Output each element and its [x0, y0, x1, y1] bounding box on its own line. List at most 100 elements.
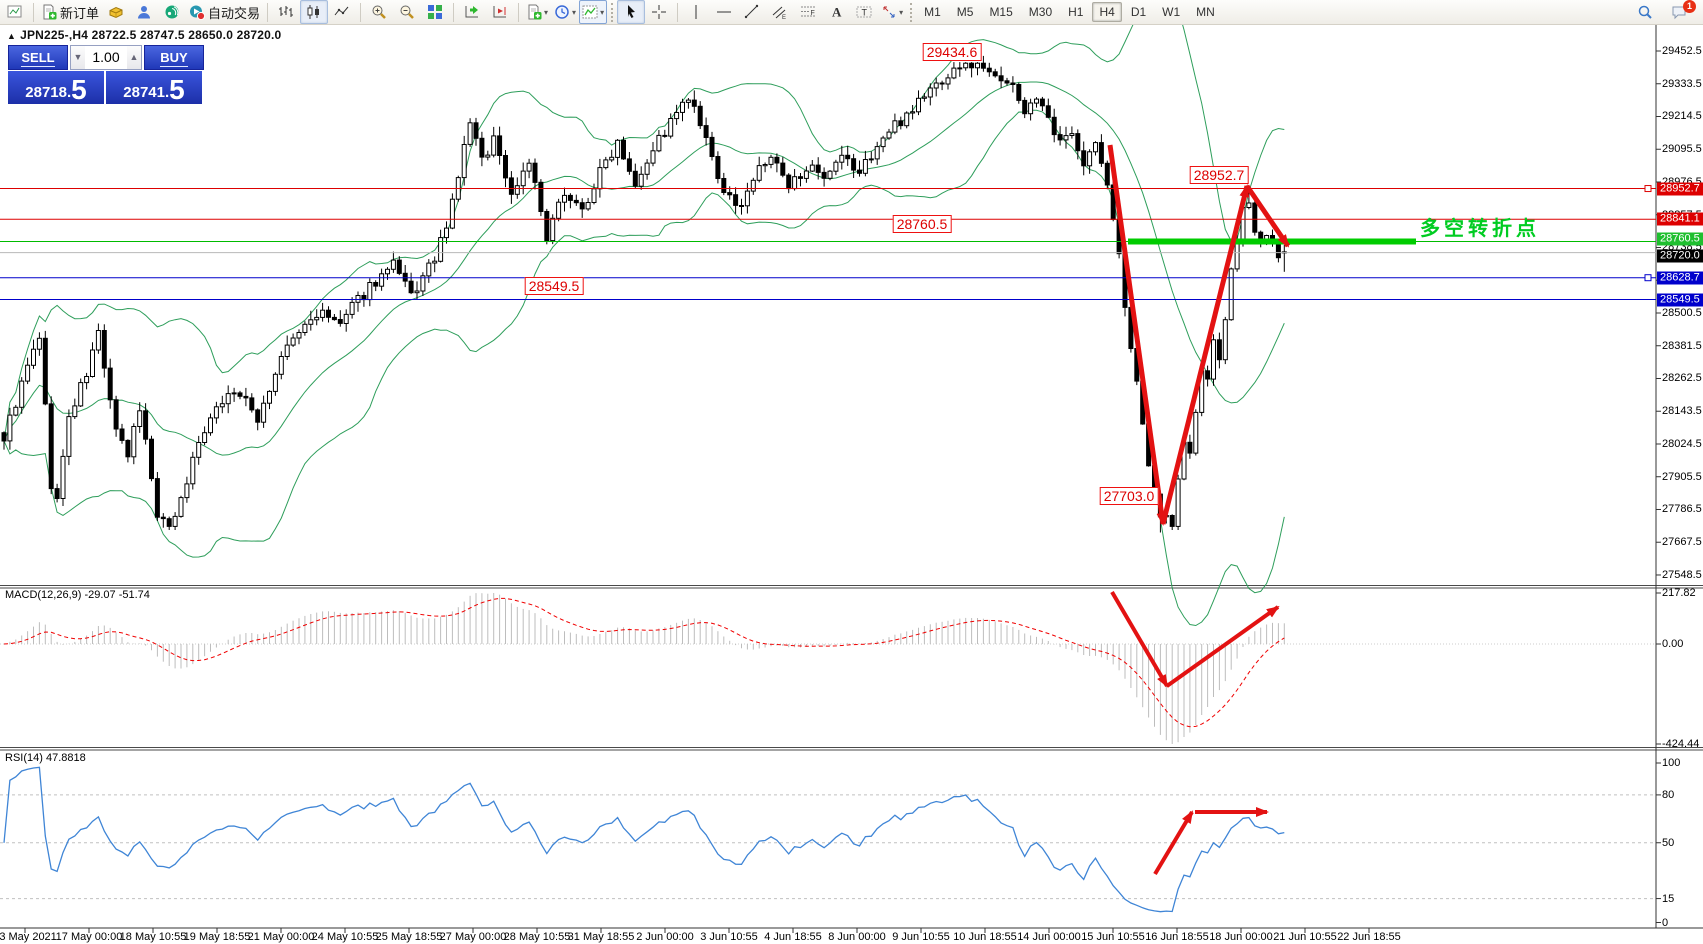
timeframe-m1-button[interactable]: M1 — [924, 5, 941, 19]
buy-price[interactable]: 28741. 5 — [106, 71, 202, 104]
price-axis-tick: 27667.5 — [1662, 536, 1702, 549]
signals-button[interactable] — [158, 0, 186, 24]
crosshair-tool-button[interactable] — [645, 0, 673, 24]
time-axis-label: 24 May 10:55 — [311, 931, 379, 943]
arrows-tool-button[interactable]: ▾ — [878, 0, 906, 24]
svg-text:A: A — [832, 5, 842, 20]
price-annotation-label[interactable]: 28549.5 — [524, 277, 584, 295]
tline-icon — [744, 4, 760, 20]
cursor-tool-button[interactable] — [617, 0, 646, 24]
timeframe-m30-button[interactable]: M30 — [1028, 5, 1053, 19]
svg-text:E: E — [782, 15, 786, 20]
chart-shift-button[interactable] — [486, 0, 514, 24]
bars-icon — [278, 4, 294, 20]
svg-text:F: F — [811, 10, 815, 17]
toolbar-separator — [910, 2, 913, 22]
chevron-down-icon: ▾ — [899, 7, 904, 17]
labelt-icon: T — [856, 4, 872, 20]
time-axis-label: 25 May 18:55 — [375, 931, 443, 943]
turning-point-annotation[interactable]: 多空转折点 — [1420, 218, 1540, 240]
time-axis-label: 8 Jun 00:00 — [828, 931, 886, 943]
toolbar-separator — [267, 2, 269, 22]
indicator-icon — [582, 4, 598, 20]
bar-chart-button[interactable] — [272, 0, 300, 24]
candles-icon — [306, 4, 322, 20]
timeframe-h4-button[interactable]: H4 — [1092, 2, 1122, 22]
vline-icon — [688, 4, 704, 20]
time-axis-label: 27 May 00:00 — [439, 931, 507, 943]
signal-icon — [164, 4, 180, 20]
text-tool-button[interactable]: A — [822, 0, 850, 24]
search-button[interactable] — [1631, 0, 1659, 24]
market-watch-button[interactable] — [1, 0, 29, 24]
docplus-icon — [526, 4, 542, 20]
notifications-button[interactable]: 1 — [1665, 0, 1696, 24]
price-annotation-label[interactable]: 28952.7 — [1189, 166, 1249, 184]
person-icon — [136, 4, 152, 20]
rsi-axis-tick: 50 — [1662, 836, 1675, 849]
toolbar-separator — [611, 2, 614, 22]
candlestick-chart-button[interactable] — [300, 0, 329, 24]
crosshair-icon — [651, 4, 667, 20]
price-axis-marker: 28549.5 — [1657, 293, 1703, 306]
price-annotation-label[interactable]: 29434.6 — [922, 43, 982, 61]
auto-trading-button[interactable]: 自动交易 — [186, 0, 263, 24]
docplus-icon — [41, 4, 57, 20]
macd-axis-tick: 217.82 — [1662, 587, 1696, 599]
timeframe-d1-button[interactable]: D1 — [1130, 5, 1147, 19]
zoom-in-button[interactable] — [365, 0, 393, 24]
zoom-out-button[interactable] — [393, 0, 421, 24]
vertical-line-tool-button[interactable] — [682, 0, 710, 24]
chevron-down-icon: ▾ — [572, 7, 577, 17]
zoomout-icon — [399, 4, 415, 20]
price-axis-marker: 28760.5 — [1657, 232, 1703, 246]
sell-button[interactable]: SELL — [8, 45, 68, 70]
price-axis-tick: 29333.5 — [1662, 77, 1702, 90]
zoomin-icon — [371, 4, 387, 20]
time-axis-label: 3 Jun 10:55 — [700, 931, 758, 943]
line-chart-button[interactable] — [328, 0, 356, 24]
equidistant-channel-tool-button[interactable]: E — [766, 0, 794, 24]
timeframe-m5-button[interactable]: M5 — [956, 5, 974, 19]
volume-increase-button[interactable]: ▲ — [127, 46, 141, 69]
price-axis-tick: 28381.5 — [1662, 339, 1702, 352]
volume-stepper[interactable]: ▼ 1.00 ▲ — [70, 45, 142, 70]
price-annotation-label[interactable]: 28760.5 — [892, 215, 952, 233]
period-menu-button[interactable]: ▾ — [551, 0, 579, 24]
history-center-button[interactable] — [102, 0, 130, 24]
volume-decrease-button[interactable]: ▼ — [71, 46, 85, 69]
fibonacci-tool-button[interactable]: F — [794, 0, 822, 24]
price-axis-tick: 27905.5 — [1662, 470, 1702, 483]
volume-value[interactable]: 1.00 — [92, 49, 120, 65]
sell-price[interactable]: 28718. 5 — [8, 71, 104, 104]
horizontal-line-tool-button[interactable] — [710, 0, 738, 24]
price-axis-marker: 28952.7 — [1657, 182, 1703, 196]
time-axis-label: 13 May 2021 — [0, 931, 57, 943]
timeframe-mn-button[interactable]: MN — [1196, 5, 1215, 19]
auto-scroll-button[interactable] — [458, 0, 486, 24]
text-label-tool-button[interactable]: T — [850, 0, 878, 24]
new-order-menu-button[interactable]: ▾ — [523, 0, 551, 24]
trade-panel-collapse-icon[interactable]: ▲ — [7, 31, 17, 41]
buy-button[interactable]: BUY — [144, 45, 204, 70]
trendline-tool-button[interactable] — [738, 0, 766, 24]
timeframe-w1-button[interactable]: W1 — [1162, 5, 1181, 19]
toolbar-separator — [677, 2, 679, 22]
new-order-button[interactable]: 新订单 — [38, 0, 102, 24]
price-annotation-label[interactable]: 27703.0 — [1099, 487, 1159, 505]
price-axis-marker: 28720.0 — [1657, 249, 1703, 263]
tile-windows-button[interactable] — [421, 0, 449, 24]
community-button[interactable] — [130, 0, 158, 24]
time-axis-label: 15 Jun 10:55 — [1081, 931, 1145, 943]
rsi-axis-tick: 15 — [1662, 892, 1675, 905]
svg-text:T: T — [862, 8, 868, 18]
book-icon — [108, 4, 124, 20]
timeframe-m15-button[interactable]: M15 — [989, 5, 1013, 19]
tile-icon — [427, 4, 443, 20]
time-axis-label: 22 Jun 18:55 — [1337, 931, 1401, 943]
toolbar-separator — [33, 2, 34, 22]
indicators-menu-button[interactable]: ▾ — [579, 0, 608, 24]
timeframe-h1-button[interactable]: H1 — [1068, 5, 1084, 19]
